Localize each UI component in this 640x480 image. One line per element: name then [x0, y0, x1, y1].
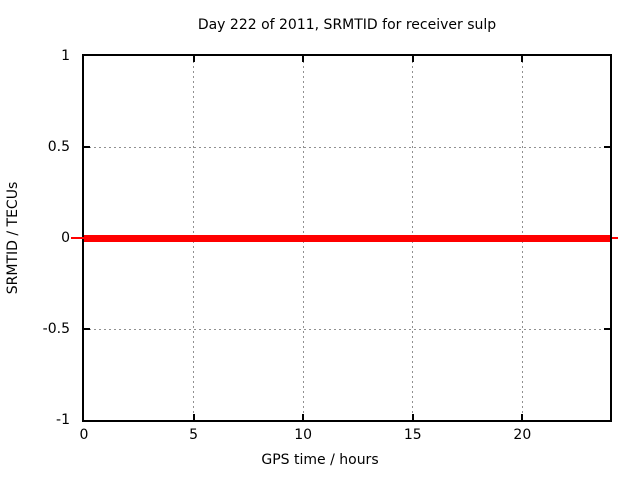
x-tick-label: 10 [294, 427, 313, 443]
y-tick-label: 0 [61, 230, 70, 246]
y-tick-mark [604, 146, 610, 148]
x-tick-mark [302, 56, 305, 62]
y-tick-label: -0.5 [42, 321, 70, 337]
x-tick-label: 5 [189, 427, 199, 443]
y-tick-mark [84, 328, 90, 330]
y-tick-mark [84, 146, 90, 148]
y-gridline [84, 328, 610, 330]
chart-title: Day 222 of 2011, SRMTID for receiver sul… [197, 17, 497, 33]
x-tick-mark [192, 414, 195, 420]
y-tick-label: 1 [61, 48, 70, 64]
x-tick-label: 20 [513, 427, 532, 443]
y-tick-mark [604, 328, 610, 330]
series-line-overhang-right [612, 237, 618, 239]
series-line-overhang-left [71, 237, 84, 239]
y-tick-label: 0.5 [47, 139, 70, 155]
y-axis-label-text: SRMTID / TECUs [5, 181, 21, 295]
x-tick-mark [521, 56, 524, 62]
x-tick-label: 0 [79, 427, 89, 443]
x-tick-mark [521, 414, 524, 420]
x-tick-mark [302, 414, 305, 420]
y-tick-label: -1 [56, 412, 70, 428]
x-axis-label: GPS time / hours [261, 452, 379, 468]
x-tick-label: 15 [403, 427, 422, 443]
x-tick-mark [192, 56, 195, 62]
series-line [84, 234, 610, 242]
x-tick-mark [411, 56, 414, 62]
y-gridline [84, 146, 610, 148]
x-tick-mark [411, 414, 414, 420]
